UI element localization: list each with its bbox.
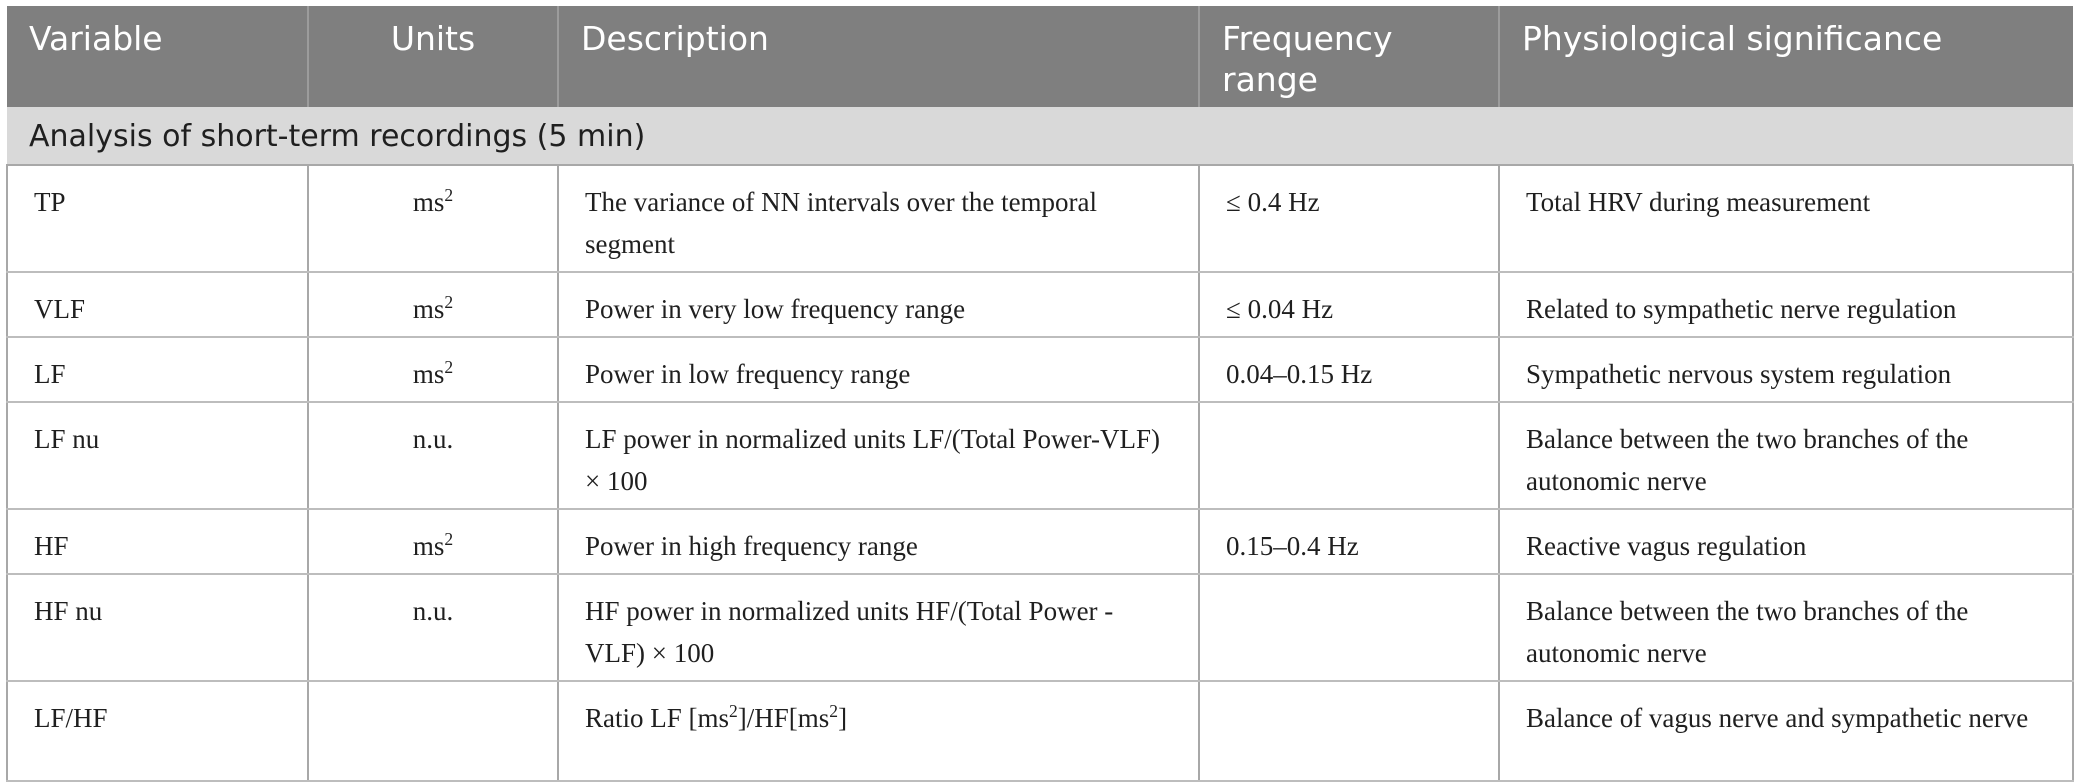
ratio-exponent: 2	[829, 701, 839, 721]
units-base: ms	[412, 531, 445, 561]
cell-description: Power in very low frequency range	[557, 272, 1200, 338]
cell-description: Ratio LF [ms2]/HF[ms2]	[557, 681, 1200, 782]
cell-frequency-range: 0.04–0.15 Hz	[1198, 337, 1500, 403]
units-base: n.u.	[412, 424, 454, 454]
cell-variable: TP	[6, 165, 309, 273]
table-header-row: Variable Units Description Frequency ran…	[7, 6, 2073, 107]
cell-units: n.u.	[307, 574, 559, 682]
units-exponent: 2	[444, 529, 454, 549]
cell-significance: Total HRV during measurement	[1498, 165, 2074, 273]
table-row: LF/HF Ratio LF [ms2]/HF[ms2] Balance of …	[6, 681, 2074, 782]
cell-units	[307, 681, 559, 782]
units-base: ms	[412, 187, 445, 217]
units-base: ms	[412, 294, 445, 324]
table-row: TP ms2 The variance of NN intervals over…	[6, 165, 2074, 273]
cell-units: n.u.	[307, 402, 559, 510]
hrv-variables-table: Variable Units Description Frequency ran…	[6, 6, 2074, 782]
header-physiological-significance: Physiological significance	[1499, 6, 2073, 107]
ratio-text: ]/HF[ms	[737, 703, 830, 733]
ratio-text: ]	[838, 703, 848, 733]
cell-frequency-range	[1198, 402, 1500, 510]
cell-variable: LF	[6, 337, 309, 403]
table-row: LF ms2 Power in low frequency range 0.04…	[6, 337, 2074, 403]
cell-description: The variance of NN intervals over the te…	[557, 165, 1200, 273]
cell-description: Power in high frequency range	[557, 509, 1200, 575]
table-row: HF ms2 Power in high frequency range 0.1…	[6, 509, 2074, 575]
cell-significance: Related to sympathetic nerve regulation	[1498, 272, 2074, 338]
header-description: Description	[558, 6, 1200, 107]
ratio-exponent: 2	[729, 701, 738, 721]
cell-variable: HF	[6, 509, 309, 575]
header-variable: Variable	[7, 6, 309, 107]
cell-significance: Balance between the two branches of the …	[1498, 574, 2074, 682]
table-row: LF nu n.u. LF power in normalized units …	[6, 402, 2074, 510]
cell-units: ms2	[307, 337, 559, 403]
cell-frequency-range	[1198, 681, 1500, 782]
cell-variable: HF nu	[6, 574, 309, 682]
section-row: Analysis of short-term recordings (5 min…	[7, 107, 2073, 166]
table-row: HF nu n.u. HF power in normalized units …	[6, 574, 2074, 682]
section-title: Analysis of short-term recordings (5 min…	[7, 107, 2073, 166]
cell-units: ms2	[307, 509, 559, 575]
cell-description: HF power in normalized units HF/(Total P…	[557, 574, 1200, 682]
cell-frequency-range: 0.15–0.4 Hz	[1198, 509, 1500, 575]
cell-significance: Sympathetic nervous system regulation	[1498, 337, 2074, 403]
cell-variable: LF/HF	[6, 681, 309, 782]
cell-units: ms2	[307, 165, 559, 273]
units-exponent: 2	[444, 185, 454, 205]
cell-frequency-range	[1198, 574, 1500, 682]
table-row: VLF ms2 Power in very low frequency rang…	[6, 272, 2074, 338]
ratio-text: Ratio LF [ms	[585, 703, 730, 733]
cell-description: LF power in normalized units LF/(Total P…	[557, 402, 1200, 510]
units-exponent: 2	[444, 357, 454, 377]
cell-variable: VLF	[6, 272, 309, 338]
cell-description: Power in low frequency range	[557, 337, 1200, 403]
cell-frequency-range: ≤ 0.4 Hz	[1198, 165, 1500, 273]
units-exponent: 2	[444, 292, 454, 312]
cell-significance: Balance between the two branches of the …	[1498, 402, 2074, 510]
header-units: Units	[308, 6, 559, 107]
cell-units: ms2	[307, 272, 559, 338]
units-base: ms	[412, 359, 445, 389]
cell-significance: Reactive vagus regulation	[1498, 509, 2074, 575]
cell-variable: LF nu	[6, 402, 309, 510]
header-frequency-range: Frequency range	[1199, 6, 1500, 107]
hrv-table-container: Variable Units Description Frequency ran…	[6, 6, 2074, 782]
cell-frequency-range: ≤ 0.04 Hz	[1198, 272, 1500, 338]
units-base: n.u.	[412, 596, 454, 626]
cell-significance: Balance of vagus nerve and sympathetic n…	[1498, 681, 2074, 782]
